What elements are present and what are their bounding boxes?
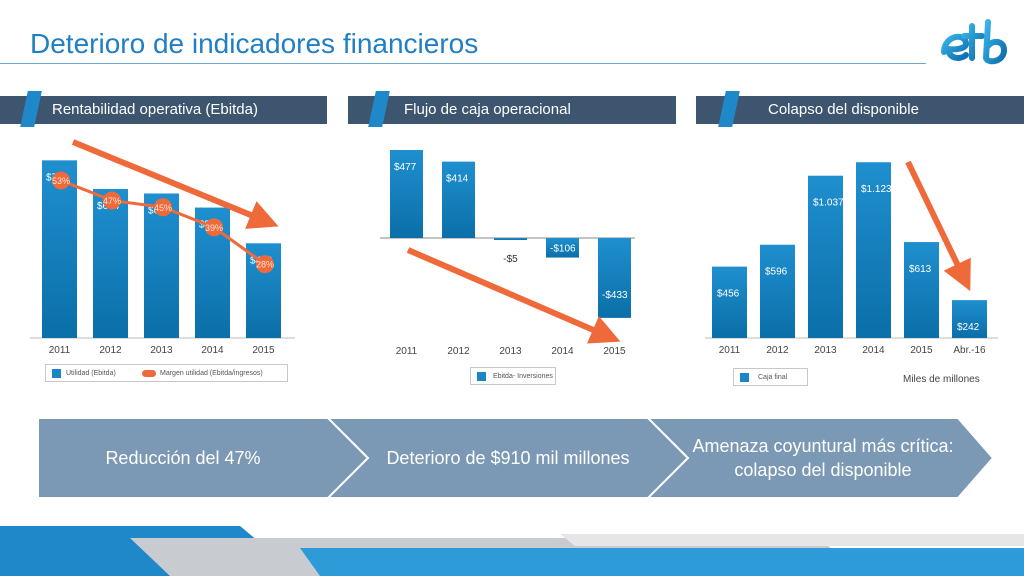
tick-label: 2012 bbox=[447, 346, 470, 357]
legend-label-margen: Margen utilidad (Ebitda/ingresos) bbox=[160, 370, 263, 377]
title-divider bbox=[0, 63, 926, 64]
bar bbox=[808, 175, 843, 338]
data-label: -$5 bbox=[503, 254, 518, 265]
summary-chevrons: Reducción del 47% Deterioro de $910 mil … bbox=[38, 418, 998, 498]
data-label: $1.037 bbox=[813, 198, 844, 209]
summary-item-3: Amenaza coyuntural más crítica: colapso … bbox=[678, 418, 968, 498]
data-label: $242 bbox=[957, 322, 980, 333]
tick-label: 2011 bbox=[49, 345, 71, 356]
legend-label-ebitda-inv: Ebitda- Inversiones bbox=[493, 373, 553, 380]
chart-ebitda: $7562011$6342012$6152013$5552014$4032015… bbox=[30, 139, 295, 356]
bar bbox=[546, 238, 579, 258]
summary-1-line1: Reducción del 47% bbox=[105, 448, 261, 468]
tick-label: 2015 bbox=[252, 345, 275, 356]
trend-arrow bbox=[905, 160, 971, 292]
tick-label: 2015 bbox=[603, 346, 626, 357]
line-label: 28% bbox=[256, 260, 274, 270]
line-point bbox=[103, 191, 121, 210]
legend-label-caja: Caja final bbox=[758, 374, 788, 381]
bar bbox=[442, 161, 475, 238]
panel-title-flujo: Flujo de caja operacional bbox=[404, 101, 571, 118]
legend-disponible: Caja final bbox=[733, 368, 808, 386]
bar bbox=[42, 160, 77, 338]
panel-title-colapso: Colapso del disponible bbox=[768, 101, 919, 118]
summary-3-line2: colapso del disponible bbox=[734, 460, 912, 480]
chevron-shapes bbox=[38, 418, 995, 498]
legend-label-utilidad: Utilidad (Ebitda) bbox=[66, 370, 116, 377]
bar bbox=[598, 238, 631, 318]
bar bbox=[93, 189, 128, 338]
bar bbox=[856, 162, 891, 338]
trend-arrow bbox=[406, 247, 621, 344]
data-label: $456 bbox=[717, 289, 740, 300]
legend-flujo: Ebitda- Inversiones bbox=[470, 367, 556, 385]
panel-header-ebitda: Rentabilidad operativa (Ebitda) bbox=[0, 91, 327, 127]
tick-label: 2013 bbox=[499, 346, 522, 357]
line-label: 47% bbox=[103, 196, 121, 206]
tick-label: 2014 bbox=[201, 345, 224, 356]
data-label: $477 bbox=[394, 162, 417, 173]
bar bbox=[390, 150, 423, 238]
summary-2-line1: Deterioro de $910 mil millones bbox=[386, 448, 630, 468]
data-label: -$106 bbox=[550, 244, 576, 255]
data-label: $596 bbox=[765, 267, 788, 278]
tick-label: 2011 bbox=[719, 345, 741, 356]
panel-header-flujo: Flujo de caja operacional bbox=[348, 91, 676, 127]
line-point bbox=[256, 255, 274, 274]
line-point bbox=[52, 171, 70, 190]
legend-swatch-bar bbox=[52, 369, 61, 378]
data-label: -$433 bbox=[602, 290, 628, 301]
tick-label: 2012 bbox=[99, 345, 122, 356]
line-point bbox=[205, 218, 223, 237]
panel-title-ebitda: Rentabilidad operativa (Ebitda) bbox=[52, 101, 258, 118]
bar bbox=[712, 266, 747, 338]
bar bbox=[760, 244, 795, 338]
line-label: 45% bbox=[154, 203, 172, 213]
tick-label: 2013 bbox=[150, 345, 173, 356]
tick-label: Abr.-16 bbox=[953, 345, 986, 356]
data-label: $613 bbox=[909, 264, 932, 275]
tick-label: 2013 bbox=[814, 345, 837, 356]
line-label: 39% bbox=[205, 223, 223, 233]
data-label: $1.123 bbox=[861, 184, 892, 195]
page-title: Deterioro de indicadores financieros bbox=[30, 28, 479, 59]
legend-swatch-bar bbox=[740, 373, 749, 382]
tick-label: 2014 bbox=[862, 345, 885, 356]
chart-flujo-caja: $477 2011 $414 2012 -$5 2013 -$106 2014 -$433 201… bbox=[380, 150, 635, 357]
line-point bbox=[154, 198, 172, 217]
bar bbox=[904, 242, 939, 338]
legend-swatch-line bbox=[142, 370, 156, 377]
data-label: $414 bbox=[446, 174, 469, 185]
summary-item-2: Deterioro de $910 mil millones bbox=[358, 418, 658, 498]
etb-logo: eTb bbox=[941, 19, 1008, 65]
chart-disponible: $456 2011 $596 2012 $1.037 2013 $1.123 2014 $613… bbox=[705, 160, 998, 356]
bar bbox=[952, 300, 987, 338]
trend-arrow bbox=[71, 139, 279, 229]
legend-ebitda: Utilidad (Ebitda) Margen utilidad (Ebitd… bbox=[45, 364, 288, 382]
tick-label: 2015 bbox=[910, 345, 933, 356]
summary-3-line1: Amenaza coyuntural más crítica: bbox=[692, 436, 954, 456]
legend-swatch-bar bbox=[477, 372, 486, 381]
bar bbox=[144, 193, 179, 338]
panel-header-colapso: Colapso del disponible bbox=[696, 91, 1024, 127]
tick-label: 2012 bbox=[766, 345, 789, 356]
footer-bands bbox=[0, 526, 1024, 576]
summary-item-1: Reducción del 47% bbox=[38, 418, 328, 498]
tick-label: 2014 bbox=[551, 346, 574, 357]
tick-label: 2011 bbox=[396, 346, 418, 357]
bar bbox=[494, 238, 527, 240]
line-label: 53% bbox=[52, 176, 70, 186]
units-note: Miles de millones bbox=[903, 374, 980, 385]
